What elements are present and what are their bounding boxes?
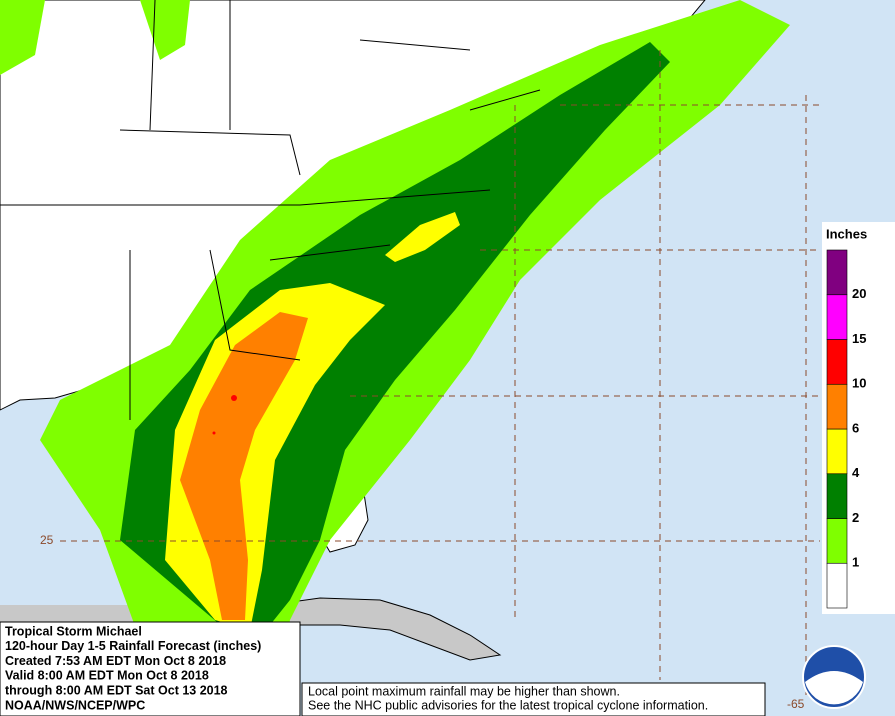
grid — [60, 50, 820, 700]
legend-swatch — [826, 473, 848, 519]
info-background — [0, 621, 301, 716]
state-borders — [0, 0, 541, 420]
noaa-logo — [802, 645, 866, 709]
legend-swatch — [826, 249, 848, 296]
note-line: Local point maximum rainfall may be high… — [308, 684, 620, 698]
note-background — [301, 682, 766, 716]
legend-swatch — [826, 518, 848, 564]
legend-swatch — [826, 562, 848, 609]
info-line: Created 7:53 AM EDT Mon Oct 8 2018 — [5, 654, 226, 668]
rain-10-inch — [212, 431, 216, 435]
legend-level: 4 — [852, 465, 860, 480]
legend-swatch — [826, 383, 848, 430]
legend-title: Inches — [826, 226, 867, 241]
longitude-label: -65 — [787, 697, 805, 711]
info-line: through 8:00 AM EDT Sat Oct 13 2018 — [5, 683, 228, 697]
legend-level: 20 — [852, 286, 866, 301]
info-line: NOAA/NWS/NCEP/WPC — [5, 698, 145, 712]
legend-swatch — [826, 428, 848, 475]
info-line: Tropical Storm Michael — [5, 624, 142, 638]
note-box: Local point maximum rainfall may be high… — [301, 682, 766, 716]
legend-level: 2 — [852, 510, 859, 525]
info-line: 120-hour Day 1-5 Rainfall Forecast (inch… — [5, 639, 261, 653]
rain-6-inch — [180, 312, 308, 620]
legend-swatch — [826, 294, 848, 340]
legend-level: 10 — [852, 376, 866, 391]
rain-10-inch — [231, 395, 237, 401]
legend: Inches 1 2 4 6 10 15 20 — [822, 222, 895, 614]
info-line: Valid 8:00 AM EDT Mon Oct 8 2018 — [5, 669, 209, 683]
legend-swatch — [826, 339, 848, 385]
note-line: See the NHC public advisories for the la… — [308, 698, 708, 712]
legend-level: 15 — [852, 331, 866, 346]
legend-level: 1 — [852, 555, 859, 570]
legend-level: 6 — [852, 420, 859, 435]
latitude-label: 25 — [40, 533, 54, 547]
